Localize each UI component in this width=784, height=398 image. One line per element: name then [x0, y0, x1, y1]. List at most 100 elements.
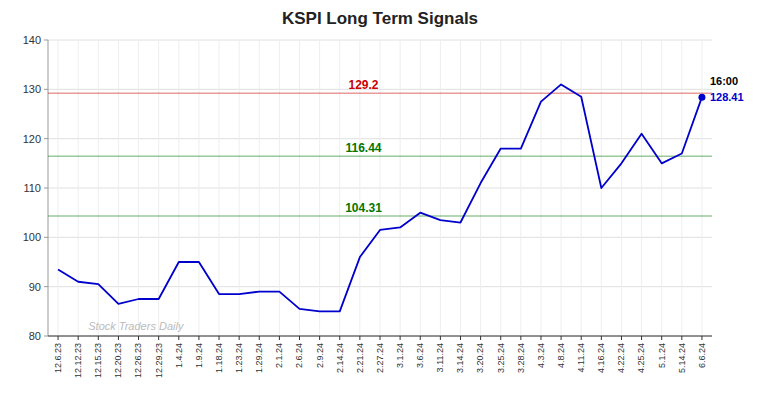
x-tick-label: 12.15.23: [93, 343, 103, 378]
grid-line-x: [480, 40, 481, 336]
reference-label: 104.31: [345, 201, 382, 215]
x-tick: [681, 336, 682, 340]
grid-line-x: [681, 40, 682, 336]
x-tick-label: 12.29.23: [154, 343, 164, 378]
x-tick-label: 1.9.24: [194, 343, 204, 368]
reference-line: [48, 93, 712, 95]
line: [58, 84, 702, 311]
annotations: 16:00 128.41 Stock Traders Daily: [88, 75, 743, 332]
x-tick: [581, 336, 582, 340]
reference-line: [48, 155, 712, 157]
x-tick-label: 1.4.24: [174, 343, 184, 368]
grid-line-x: [641, 40, 642, 336]
x-tick-label: 4.25.24: [636, 343, 646, 373]
reference-label: 129.2: [348, 78, 378, 92]
x-tick-label: 2.21.24: [355, 343, 365, 373]
grid: [48, 40, 712, 336]
x-tick: [641, 336, 642, 340]
grid-line-x: [58, 40, 59, 336]
end-label-time: 16:00: [710, 75, 738, 87]
x-tick-label: 12.26.23: [133, 343, 143, 378]
x-tick: [319, 336, 320, 340]
watermark: Stock Traders Daily: [88, 320, 185, 332]
x-tick: [78, 336, 79, 340]
grid-line-x: [138, 40, 139, 336]
x-tick-label: 2.14.24: [335, 343, 345, 373]
x-tick-label: 4.22.24: [616, 343, 626, 373]
x-tick: [158, 336, 159, 340]
grid-line-x: [400, 40, 401, 336]
grid-line-x: [460, 40, 461, 336]
last-point: [698, 94, 705, 101]
x-tick-label: 4.11.24: [576, 343, 586, 372]
grid-line-x: [219, 40, 220, 336]
x-tick-label: 6.6.24: [697, 343, 707, 368]
y-tick: [44, 286, 48, 287]
y-tick: [44, 336, 48, 337]
grid-line-x: [299, 40, 300, 336]
x-tick: [500, 336, 501, 340]
x-tick: [219, 336, 220, 340]
y-tick-label: 80: [29, 330, 41, 342]
x-tick: [520, 336, 521, 340]
reference-label: 116.44: [345, 141, 381, 155]
reference-lines: [48, 93, 712, 216]
x-tick-label: 12.12.23: [73, 343, 83, 378]
grid-line-x: [239, 40, 240, 336]
x-tick-label: 2.27.24: [375, 343, 385, 373]
x-tick: [239, 336, 240, 340]
grid-line-x: [581, 40, 582, 336]
x-tick: [621, 336, 622, 340]
grid-line-x: [380, 40, 381, 336]
grid-line-x: [520, 40, 521, 336]
y-tick-label: 90: [29, 281, 41, 293]
title: KSPI Long Term Signals: [282, 9, 478, 28]
x-tick-label: 1.18.24: [214, 343, 224, 373]
reference-line: [48, 215, 712, 217]
x-tick: [601, 336, 602, 340]
x-tick-label: 3.6.24: [415, 343, 425, 368]
y-tick: [44, 89, 48, 90]
grid-line-x: [701, 40, 702, 336]
x-tick: [299, 336, 300, 340]
grid-line-x: [319, 40, 320, 336]
x-tick-label: 3.20.24: [475, 343, 485, 373]
x-tick: [58, 336, 59, 340]
end-label-value: 128.41: [710, 91, 744, 103]
x-tick-label: 2.9.24: [315, 343, 325, 368]
grid-line-x: [621, 40, 622, 336]
x-tick-label: 2.6.24: [294, 343, 304, 368]
x-tick: [400, 336, 401, 340]
y-tick: [44, 188, 48, 189]
x-axis: 12.6.2312.12.2312.15.2312.20.2312.26.231…: [48, 336, 712, 378]
grid-line-x: [118, 40, 119, 336]
series: [58, 84, 705, 311]
x-tick: [480, 336, 481, 340]
y-axis: 8090100110120130140: [23, 34, 48, 342]
y-tick-label: 140: [23, 34, 41, 46]
x-tick-label: 3.28.24: [516, 343, 526, 373]
y-tick-label: 120: [23, 133, 41, 145]
x-tick-label: 12.20.23: [113, 343, 123, 378]
grid-line-x: [500, 40, 501, 336]
x-tick-label: 3.11.24: [435, 343, 445, 372]
y-tick: [44, 237, 48, 238]
y-tick: [44, 138, 48, 139]
grid-line-x: [98, 40, 99, 336]
x-tick: [701, 336, 702, 340]
x-tick: [178, 336, 179, 340]
grid-line-x: [78, 40, 79, 336]
grid-line-x: [339, 40, 340, 336]
x-tick: [460, 336, 461, 340]
x-tick: [561, 336, 562, 340]
x-tick: [540, 336, 541, 340]
x-tick: [380, 336, 381, 340]
x-tick-label: 5.1.24: [657, 343, 667, 368]
x-tick-label: 5.14.24: [677, 343, 687, 373]
y-tick: [44, 40, 48, 41]
x-tick-label: 3.25.24: [496, 343, 506, 373]
x-tick-label: 3.14.24: [455, 343, 465, 373]
x-tick-label: 1.23.24: [234, 343, 244, 373]
x-tick-label: 4.8.24: [556, 343, 566, 368]
y-tick-label: 130: [23, 83, 41, 95]
